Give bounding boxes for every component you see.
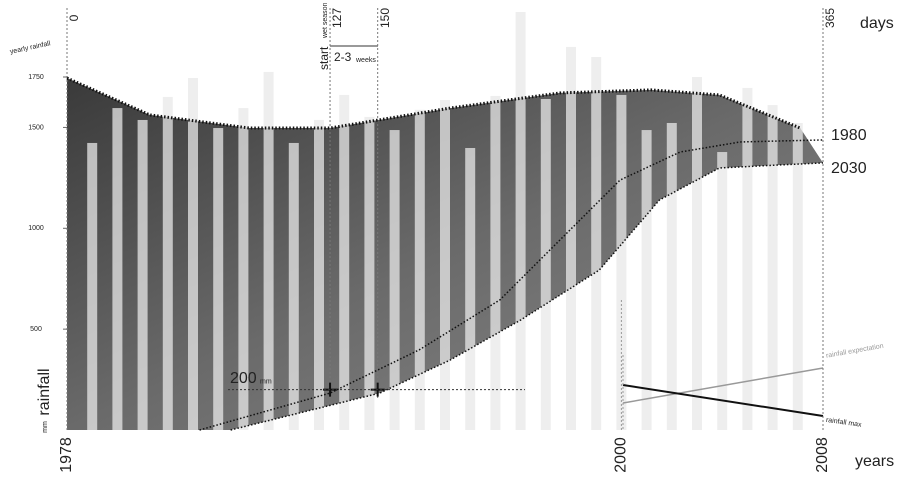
bar xyxy=(138,120,148,430)
bar xyxy=(289,143,299,430)
bar xyxy=(163,97,173,430)
chart: rainfall expectation rainfall max days y… xyxy=(0,0,901,478)
x-tick-label: 2008 xyxy=(814,437,831,473)
start-label: start xyxy=(317,46,331,70)
y-tick-label: 1500 xyxy=(28,124,44,131)
y-axis-label: rainfall xyxy=(36,368,53,415)
bar xyxy=(490,96,500,430)
y-tick-label: 1000 xyxy=(28,225,44,232)
bar xyxy=(339,95,349,430)
marks xyxy=(87,12,803,430)
weeks-label: weeks xyxy=(355,57,376,64)
max-label: rainfall max xyxy=(825,417,862,429)
bar xyxy=(112,108,122,430)
bar xyxy=(768,105,778,430)
bar xyxy=(591,57,601,430)
bar xyxy=(566,47,576,430)
bar xyxy=(264,72,274,430)
bar xyxy=(667,123,677,430)
bar xyxy=(717,152,727,430)
bar xyxy=(213,128,223,430)
days-label: days xyxy=(860,15,894,32)
x-tick-label: 2000 xyxy=(613,437,630,473)
y-tick-label: 1750 xyxy=(28,74,44,81)
y-axis-unit: mm xyxy=(42,421,49,433)
yearly-rainfall-label: yearly rainfall xyxy=(9,40,51,56)
bar xyxy=(642,130,652,430)
series-label: 2030 xyxy=(831,160,867,177)
threshold-label: 200 xyxy=(230,370,257,387)
bar xyxy=(616,95,626,430)
bar xyxy=(440,100,450,430)
bar xyxy=(364,117,374,430)
bar xyxy=(516,12,526,430)
threshold-unit: mm xyxy=(260,379,272,386)
day-tick-label: 0 xyxy=(67,14,81,21)
bar xyxy=(692,77,702,430)
bar xyxy=(793,123,803,430)
bar xyxy=(314,120,324,430)
bar xyxy=(742,88,752,430)
wet-season-label: wet season xyxy=(322,2,329,39)
bar xyxy=(87,143,97,430)
day-tick-label: 127 xyxy=(330,8,344,28)
y-tick-label: 500 xyxy=(30,326,42,333)
bar xyxy=(465,148,475,430)
day-tick-label: 150 xyxy=(378,8,392,28)
x-tick-label: 1978 xyxy=(58,437,75,473)
weeks-number: 2-3 xyxy=(334,50,352,64)
series-label: 1980 xyxy=(831,127,867,144)
years-label: years xyxy=(855,453,894,470)
expectation-label: rainfall expectation xyxy=(825,343,884,360)
bar xyxy=(188,78,198,430)
bar xyxy=(541,99,551,430)
bar xyxy=(415,110,425,430)
bar xyxy=(390,130,400,430)
day-tick-label: 365 xyxy=(823,8,837,28)
